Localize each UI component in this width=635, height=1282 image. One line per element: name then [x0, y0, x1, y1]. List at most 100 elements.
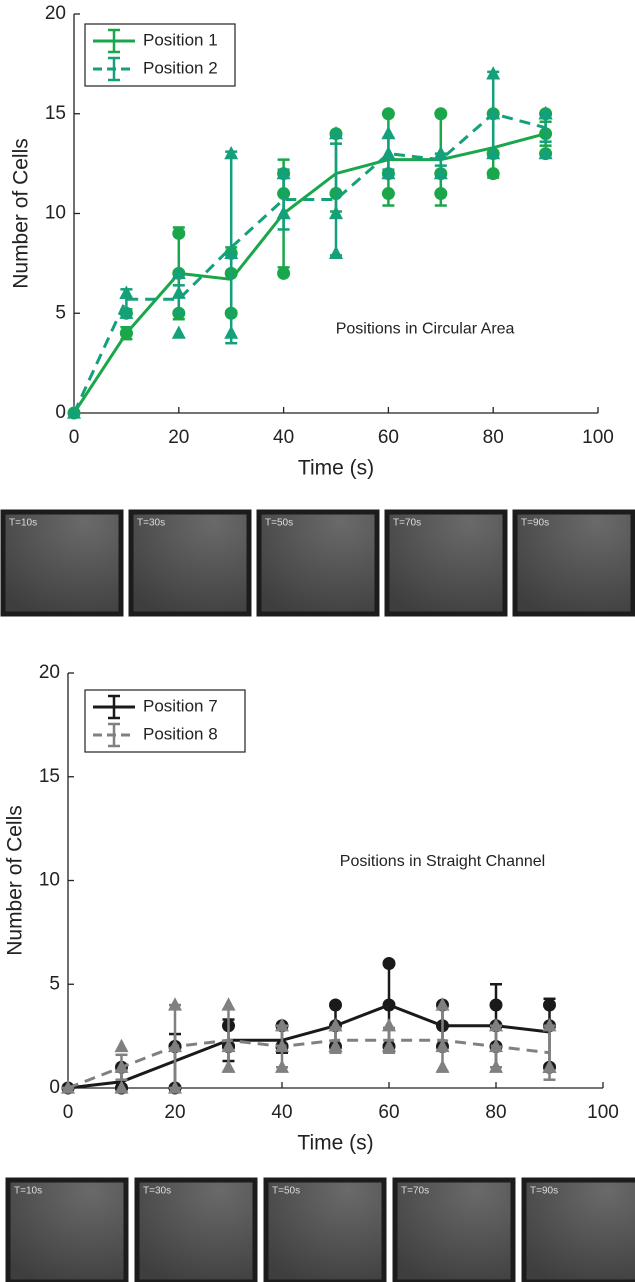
y-axis-label: Number of Cells	[4, 805, 27, 956]
data-point	[381, 165, 396, 180]
data-point	[435, 1038, 450, 1053]
image-thumbnail	[392, 1177, 516, 1282]
x-tick-label: 40	[271, 1102, 292, 1123]
data-point	[329, 205, 343, 220]
legend-box	[84, 23, 236, 87]
data-point	[489, 1018, 503, 1032]
data-point	[328, 1038, 343, 1053]
data-point	[434, 107, 448, 121]
data-point	[329, 126, 343, 140]
image-label: T=30s	[137, 518, 165, 529]
x-tick-label: 100	[582, 427, 614, 448]
data-point	[119, 305, 134, 319]
image-thumbnail	[134, 1177, 258, 1282]
data-point	[538, 145, 553, 160]
image-thumbnail	[256, 509, 380, 617]
mean-line	[72, 132, 546, 414]
data-point	[275, 1059, 289, 1073]
data-point	[329, 245, 343, 259]
data-point	[221, 1059, 236, 1073]
legend-label: Position 1	[143, 30, 218, 49]
data-point	[542, 1059, 557, 1073]
data-point	[489, 998, 503, 1012]
y-tick-label: 20	[39, 662, 60, 683]
legend-box	[84, 689, 246, 753]
data-point	[276, 205, 291, 220]
data-point	[114, 1038, 129, 1053]
image-thumbnail	[0, 509, 124, 617]
data-point	[275, 1018, 289, 1032]
mean-line	[67, 1038, 550, 1090]
data-point	[538, 106, 553, 120]
data-point	[486, 66, 501, 80]
image-label: T=70s	[401, 1186, 429, 1197]
data-point	[434, 187, 448, 201]
data-point	[381, 187, 395, 201]
data-point	[433, 165, 448, 180]
data-point	[171, 265, 186, 279]
image-label: T=50s	[272, 1186, 300, 1197]
y-axis-label: Number of Cells	[10, 138, 33, 289]
x-tick-label: 100	[587, 1102, 619, 1123]
data-point	[543, 998, 556, 1012]
image-thumbnail	[128, 509, 252, 617]
x-tick-label: 0	[69, 427, 80, 448]
x-tick-label: 20	[168, 427, 189, 448]
x-tick-label: 60	[378, 1102, 399, 1123]
x-tick-label: 60	[378, 427, 399, 448]
x-tick-label: 40	[273, 427, 294, 448]
y-tick-label: 5	[55, 302, 66, 323]
data-point	[382, 1018, 396, 1032]
image-thumbnail	[384, 509, 508, 617]
data-point	[542, 1018, 557, 1032]
y-tick-label: 0	[49, 1077, 60, 1098]
data-point	[221, 1038, 236, 1053]
x-tick-label: 0	[63, 1102, 74, 1123]
x-tick-label: 80	[483, 427, 504, 448]
data-point	[329, 998, 342, 1012]
y-tick-label: 10	[45, 203, 66, 224]
data-point	[221, 997, 236, 1011]
data-point	[276, 165, 291, 180]
image-label: T=30s	[143, 1186, 171, 1197]
y-tick-label: 0	[55, 402, 66, 423]
image-thumbnail	[5, 1177, 129, 1282]
y-tick-label: 20	[45, 3, 66, 24]
data-point	[224, 325, 239, 339]
data-point	[433, 145, 448, 160]
legend-label: Position 8	[143, 724, 218, 743]
data-point	[224, 145, 239, 160]
data-point	[172, 226, 186, 240]
data-point	[486, 167, 500, 181]
y-tick-label: 15	[39, 766, 60, 787]
x-tick-label: 80	[485, 1102, 506, 1123]
legend-label: Position 2	[143, 58, 218, 77]
mean-line	[72, 112, 546, 414]
image-label: T=90s	[521, 518, 549, 529]
y-tick-label: 10	[39, 870, 60, 891]
data-point	[435, 1059, 450, 1073]
data-point	[382, 957, 396, 970]
data-point	[381, 126, 396, 140]
annotation: Positions in Circular Area	[336, 320, 515, 337]
data-point	[381, 107, 395, 121]
image-label: T=90s	[530, 1186, 558, 1197]
data-point	[171, 285, 186, 299]
y-tick-label: 5	[49, 973, 60, 994]
data-point	[224, 245, 239, 259]
data-point	[119, 285, 134, 299]
data-point	[489, 1059, 503, 1073]
legend-label: Position 7	[143, 696, 218, 715]
image-thumbnail	[263, 1177, 387, 1282]
image-thumbnail	[512, 509, 635, 617]
x-axis-label: Time (s)	[298, 457, 374, 480]
image-label: T=70s	[393, 518, 421, 529]
image-thumbnail	[521, 1177, 635, 1282]
y-tick-label: 15	[45, 103, 66, 124]
x-tick-label: 20	[164, 1102, 185, 1123]
data-point	[435, 997, 450, 1011]
image-label: T=10s	[9, 518, 37, 529]
image-label: T=50s	[265, 518, 293, 529]
data-point	[382, 1038, 396, 1053]
